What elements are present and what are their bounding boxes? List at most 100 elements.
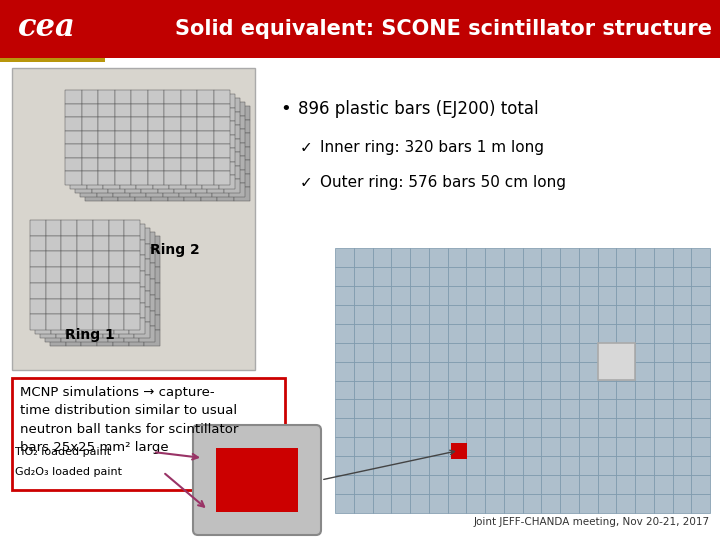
Bar	[217, 160, 233, 174]
Bar	[77, 236, 93, 252]
Bar	[616, 305, 635, 323]
Bar	[191, 152, 207, 166]
Bar	[579, 456, 598, 475]
Bar	[30, 299, 45, 314]
Bar	[65, 158, 81, 171]
Bar	[410, 286, 428, 305]
Bar	[82, 271, 98, 287]
Bar	[672, 362, 691, 381]
Bar	[504, 437, 523, 456]
Bar	[125, 220, 140, 236]
Bar	[86, 162, 103, 176]
Bar	[448, 286, 467, 305]
Bar	[654, 323, 672, 343]
Bar	[146, 102, 163, 116]
Bar	[372, 286, 391, 305]
Bar	[113, 102, 130, 116]
Bar	[186, 176, 202, 189]
Bar	[125, 283, 140, 299]
Bar	[125, 267, 140, 283]
Bar	[35, 271, 50, 287]
Bar	[635, 400, 654, 419]
Bar	[92, 326, 108, 342]
Bar	[223, 166, 240, 179]
Bar	[45, 283, 61, 299]
Bar	[169, 121, 186, 134]
Bar	[125, 299, 140, 314]
Bar	[391, 400, 410, 419]
Bar	[467, 267, 485, 286]
Bar	[158, 166, 174, 179]
Bar	[135, 259, 150, 275]
Bar	[560, 418, 579, 437]
Bar	[81, 144, 98, 158]
Bar	[144, 315, 160, 330]
Bar	[197, 131, 214, 144]
Bar	[103, 162, 120, 176]
Bar	[202, 148, 218, 162]
Bar	[70, 94, 86, 107]
Bar	[523, 494, 541, 513]
Bar	[30, 283, 45, 299]
Bar	[118, 160, 135, 174]
Bar	[372, 437, 391, 456]
Bar	[12, 68, 255, 370]
Bar	[504, 267, 523, 286]
Bar	[410, 343, 428, 362]
Bar	[158, 112, 174, 125]
Bar	[228, 184, 245, 197]
Bar	[113, 330, 129, 346]
Bar	[654, 267, 672, 286]
Bar	[76, 295, 92, 310]
Bar	[135, 174, 151, 187]
Bar	[144, 283, 160, 299]
Bar	[45, 314, 61, 330]
Bar	[579, 381, 598, 400]
Bar	[616, 323, 635, 343]
Bar	[139, 232, 155, 248]
Bar	[139, 279, 155, 295]
Bar	[372, 418, 391, 437]
Bar	[55, 259, 71, 275]
Bar	[108, 139, 125, 152]
Bar	[598, 343, 635, 381]
Bar	[202, 176, 218, 189]
Bar	[96, 170, 113, 184]
Bar	[135, 133, 151, 147]
Bar	[228, 156, 245, 170]
Bar	[196, 170, 212, 184]
Bar	[196, 184, 212, 197]
Bar	[114, 90, 131, 104]
Bar	[181, 104, 197, 117]
Bar	[410, 400, 428, 419]
Bar	[98, 287, 114, 302]
Bar	[410, 475, 428, 494]
Bar	[186, 94, 202, 107]
Bar	[164, 144, 181, 158]
Bar	[129, 283, 144, 299]
Bar	[40, 228, 55, 244]
Bar	[354, 475, 372, 494]
Bar	[212, 143, 228, 156]
Bar	[428, 494, 448, 513]
Text: TiO₂ loaded paint: TiO₂ loaded paint	[15, 447, 111, 457]
Bar	[541, 362, 560, 381]
Bar	[207, 152, 223, 166]
Bar	[76, 326, 92, 342]
Bar	[70, 107, 86, 121]
Bar	[93, 283, 109, 299]
Bar	[75, 179, 91, 193]
Bar	[335, 305, 354, 323]
Bar	[391, 267, 410, 286]
Bar	[174, 166, 191, 179]
Bar	[200, 133, 217, 147]
Bar	[635, 323, 654, 343]
Bar	[184, 106, 200, 119]
Bar	[372, 362, 391, 381]
Bar	[181, 131, 197, 144]
Bar	[168, 147, 184, 160]
Bar	[0, 58, 105, 62]
Bar	[61, 220, 77, 236]
Bar	[76, 279, 92, 295]
Bar	[130, 240, 145, 255]
